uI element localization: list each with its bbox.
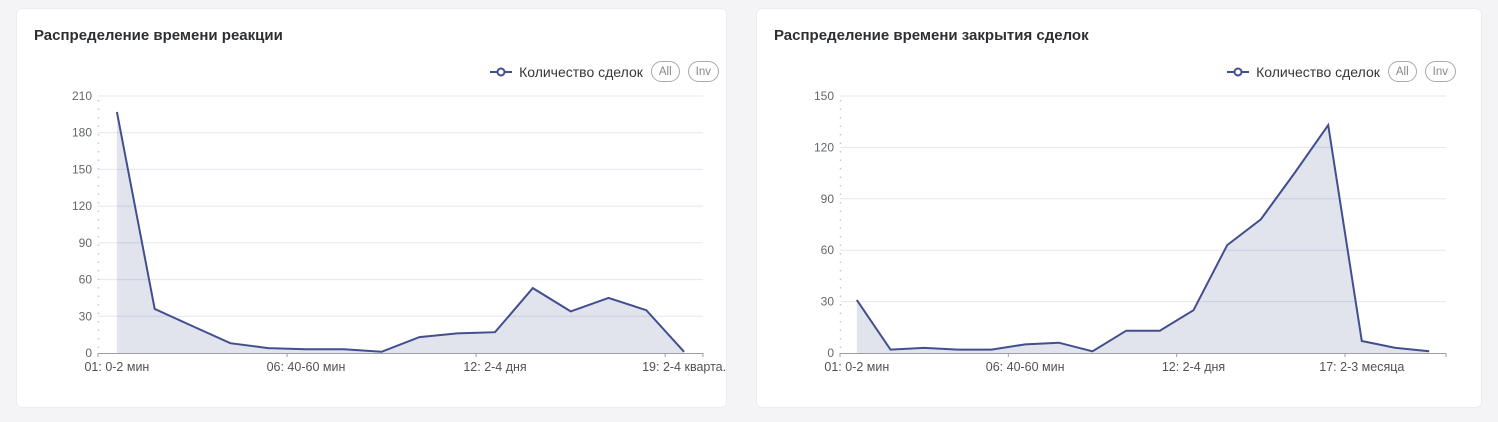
y-axis-label: 180 [72,126,92,140]
panel-reaction-time: Распределение времени реакции Количество… [16,8,727,408]
legend-inv-button[interactable]: Inv [687,61,719,82]
x-axis-label: 12: 2-4 дня [1162,360,1225,374]
legend: Количество сделок All Inv [1227,61,1456,82]
series-area [856,125,1430,353]
x-axis-label: 12: 2-4 дня [463,360,526,374]
y-axis-label: 210 [72,89,92,103]
x-axis-label: 17: 2-3 месяца [1319,360,1404,374]
legend-item-deal-count[interactable]: Количество сделок [1227,64,1380,80]
y-axis-label: 90 [821,192,835,206]
y-axis-label: 120 [814,140,834,154]
y-axis-label: 150 [814,89,834,103]
legend-item-deal-count[interactable]: Количество сделок [490,64,643,80]
x-axis-label: 01: 0-2 мин [84,360,149,374]
y-axis-label: 60 [821,243,835,257]
x-axis-label: 06: 40-60 мин [986,360,1065,374]
closing-time-area-chart: 0 30 60 90 120 150 01: 0-2 мин 06: 40-60 мин 12:… [814,89,1447,374]
x-axis-label: 06: 40-60 мин [267,360,346,374]
legend-all-button[interactable]: All [650,61,680,82]
line-series-marker-icon [490,67,513,76]
legend-all-button[interactable]: All [1387,61,1417,82]
legend-label: Количество сделок [1256,63,1380,80]
y-axis-label: 120 [72,199,92,213]
panel-closing-time: Распределение времени закрытия сделок Ко… [756,8,1482,408]
reaction-time-area-chart: 0 30 60 90 120 150 180 210 01: 0-2 мин 06: 40-60 … [72,89,726,374]
y-axis-label: 30 [79,309,93,323]
y-axis-label: 90 [79,236,93,250]
panel-title: Распределение времени реакции [34,27,283,44]
legend-inv-button[interactable]: Inv [1424,61,1456,82]
y-axis-label: 0 [85,346,92,360]
y-axis-label: 0 [827,346,834,360]
legend: Количество сделок All Inv [490,61,719,82]
series-area [116,111,685,354]
y-axis-label: 60 [79,273,93,287]
series-line [115,111,685,353]
x-axis-label: 19: 2-4 кварта. [642,360,726,374]
panel-title: Распределение времени закрытия сделок [774,27,1089,44]
series-line [855,122,1430,353]
line-series-marker-icon [1227,67,1250,76]
legend-label: Количество сделок [519,63,643,80]
y-axis-label: 30 [821,295,835,309]
x-axis-label: 01: 0-2 мин [824,360,889,374]
y-axis-label: 150 [72,162,92,176]
